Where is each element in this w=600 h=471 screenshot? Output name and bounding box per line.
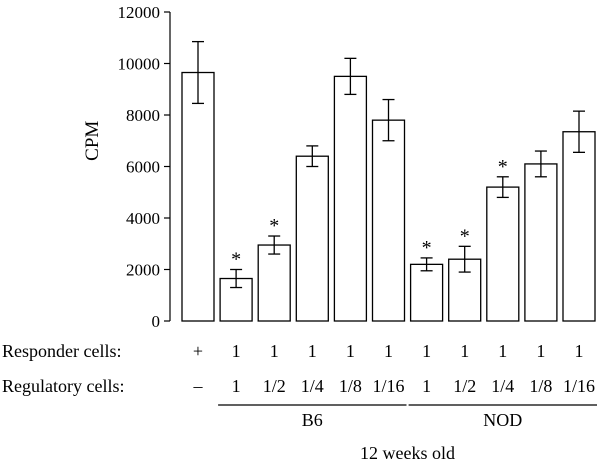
y-tick-label: 0 [152,312,161,331]
row-value: – [193,376,204,396]
strain-groups: B6 NOD [218,404,597,430]
bar [371,119,406,322]
group-label: B6 [302,410,323,430]
row-value: 1 [422,341,431,361]
y-tick-label: 10000 [118,55,161,74]
significance-marker: * [498,156,508,178]
y-tick-label: 6000 [126,158,160,177]
y-tick-label: 8000 [126,106,160,125]
bar [181,71,215,322]
row-value: 1/4 [491,376,514,396]
row-value: 1 [232,341,241,361]
row-value: 1/2 [263,376,286,396]
row-value: + [193,341,203,361]
y-axis-title: CPM [82,121,103,161]
y-tick-label: 12000 [118,3,161,22]
bar [333,75,368,322]
row-label: Responder cells: [2,341,121,361]
bars: * * * * * [181,40,596,322]
row-value: 1 [384,341,393,361]
significance-marker: * [422,237,432,259]
row-value: 1/8 [339,376,362,396]
row-value: 1/4 [301,376,324,396]
row-value: 1 [270,341,279,361]
group-label: NOD [483,410,522,430]
significance-marker: * [231,249,241,271]
row-value: 1 [536,341,545,361]
row-value: 1/16 [563,376,595,396]
row-value: 1/16 [372,376,404,396]
row-value: 1/2 [453,376,476,396]
row-label: Regulatory cells: [2,376,124,396]
y-tick-label: 4000 [126,209,160,228]
row-value: 1 [308,341,317,361]
row-value: 1 [346,341,355,361]
significance-marker: * [460,225,470,247]
bar [562,131,596,322]
y-tick-label: 2000 [126,261,160,280]
bar [295,155,329,322]
condition-rows: Responder cells: +1 1 1 1 1 1 1 1 1 1 Regulatory ce… [2,341,595,396]
row-value: 1 [498,341,507,361]
bar [524,163,558,322]
row-value: 1 [422,376,431,396]
bar [486,186,520,322]
row-value: 1 [232,376,241,396]
age-footer-label: 12 weeks old [360,443,455,463]
bar [409,263,444,322]
row-value: 1 [460,341,469,361]
row-value: 1/8 [529,376,552,396]
significance-marker: * [269,215,279,237]
y-axis: 0 2000 4000 6000 8000 10000 12000 [118,3,171,331]
bar [257,244,291,322]
row-value: 1 [575,341,584,361]
